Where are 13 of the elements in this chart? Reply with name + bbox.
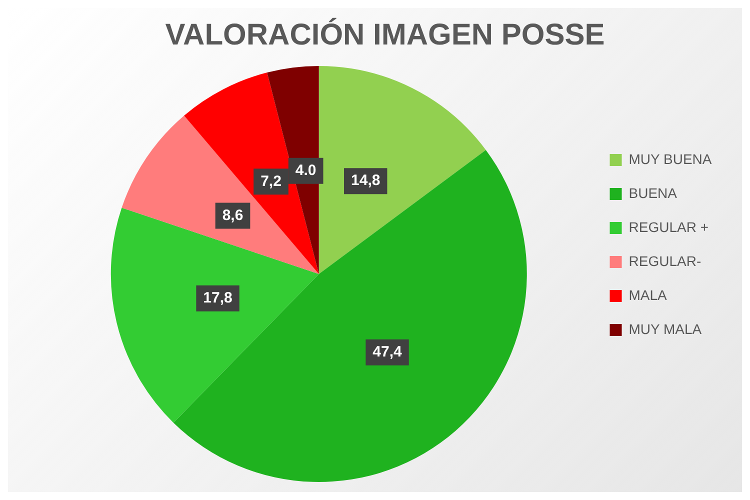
chart-title: VALORACIÓN IMAGEN POSSE xyxy=(165,17,605,52)
legend-label: REGULAR + xyxy=(628,218,709,235)
data-label: 47,4 xyxy=(372,343,403,360)
data-label: 8,6 xyxy=(222,206,244,224)
data-label: 4.0 xyxy=(295,162,316,179)
legend-label: BUENA xyxy=(628,184,678,201)
data-label: 17,8 xyxy=(203,289,232,306)
legend-label: MALA xyxy=(628,286,668,303)
data-label: 7,2 xyxy=(260,172,282,190)
legend-label: MUY MALA xyxy=(628,320,702,337)
legend-label: MUY BUENA xyxy=(628,150,712,167)
data-label: 14,8 xyxy=(351,172,380,190)
legend-label: REGULAR- xyxy=(628,252,702,269)
